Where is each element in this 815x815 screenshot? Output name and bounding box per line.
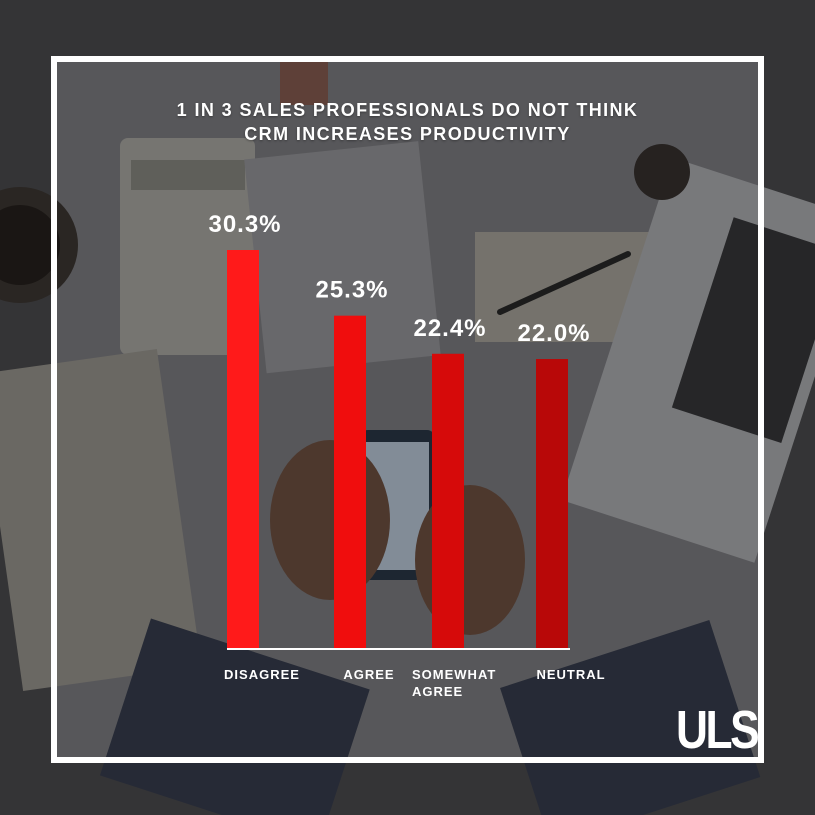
value-label: 22.4% bbox=[413, 315, 486, 342]
title-line-1: 1 IN 3 SALES PROFESSIONALS DO NOT THINK bbox=[176, 100, 639, 120]
value-label: 22.0% bbox=[517, 320, 590, 347]
category-label: DISAGREE bbox=[224, 667, 300, 682]
category-label: AGREE bbox=[343, 667, 394, 682]
white-frame bbox=[51, 56, 764, 763]
bar-neutral bbox=[536, 359, 568, 648]
chart-title: 1 IN 3 SALES PROFESSIONALS DO NOT THINK … bbox=[100, 98, 715, 146]
bar-disagree bbox=[227, 250, 259, 648]
category-label: NEUTRAL bbox=[536, 667, 605, 682]
bar-somewhat-agree bbox=[432, 353, 464, 648]
value-label: 30.3% bbox=[208, 211, 281, 238]
title-line-2: CRM INCREASES PRODUCTIVITY bbox=[244, 124, 571, 144]
value-label: 25.3% bbox=[315, 277, 388, 304]
bar-agree bbox=[334, 315, 366, 648]
uls-logo: ULS bbox=[676, 700, 760, 760]
category-label: SOMEWHAT AGREE bbox=[412, 667, 496, 699]
